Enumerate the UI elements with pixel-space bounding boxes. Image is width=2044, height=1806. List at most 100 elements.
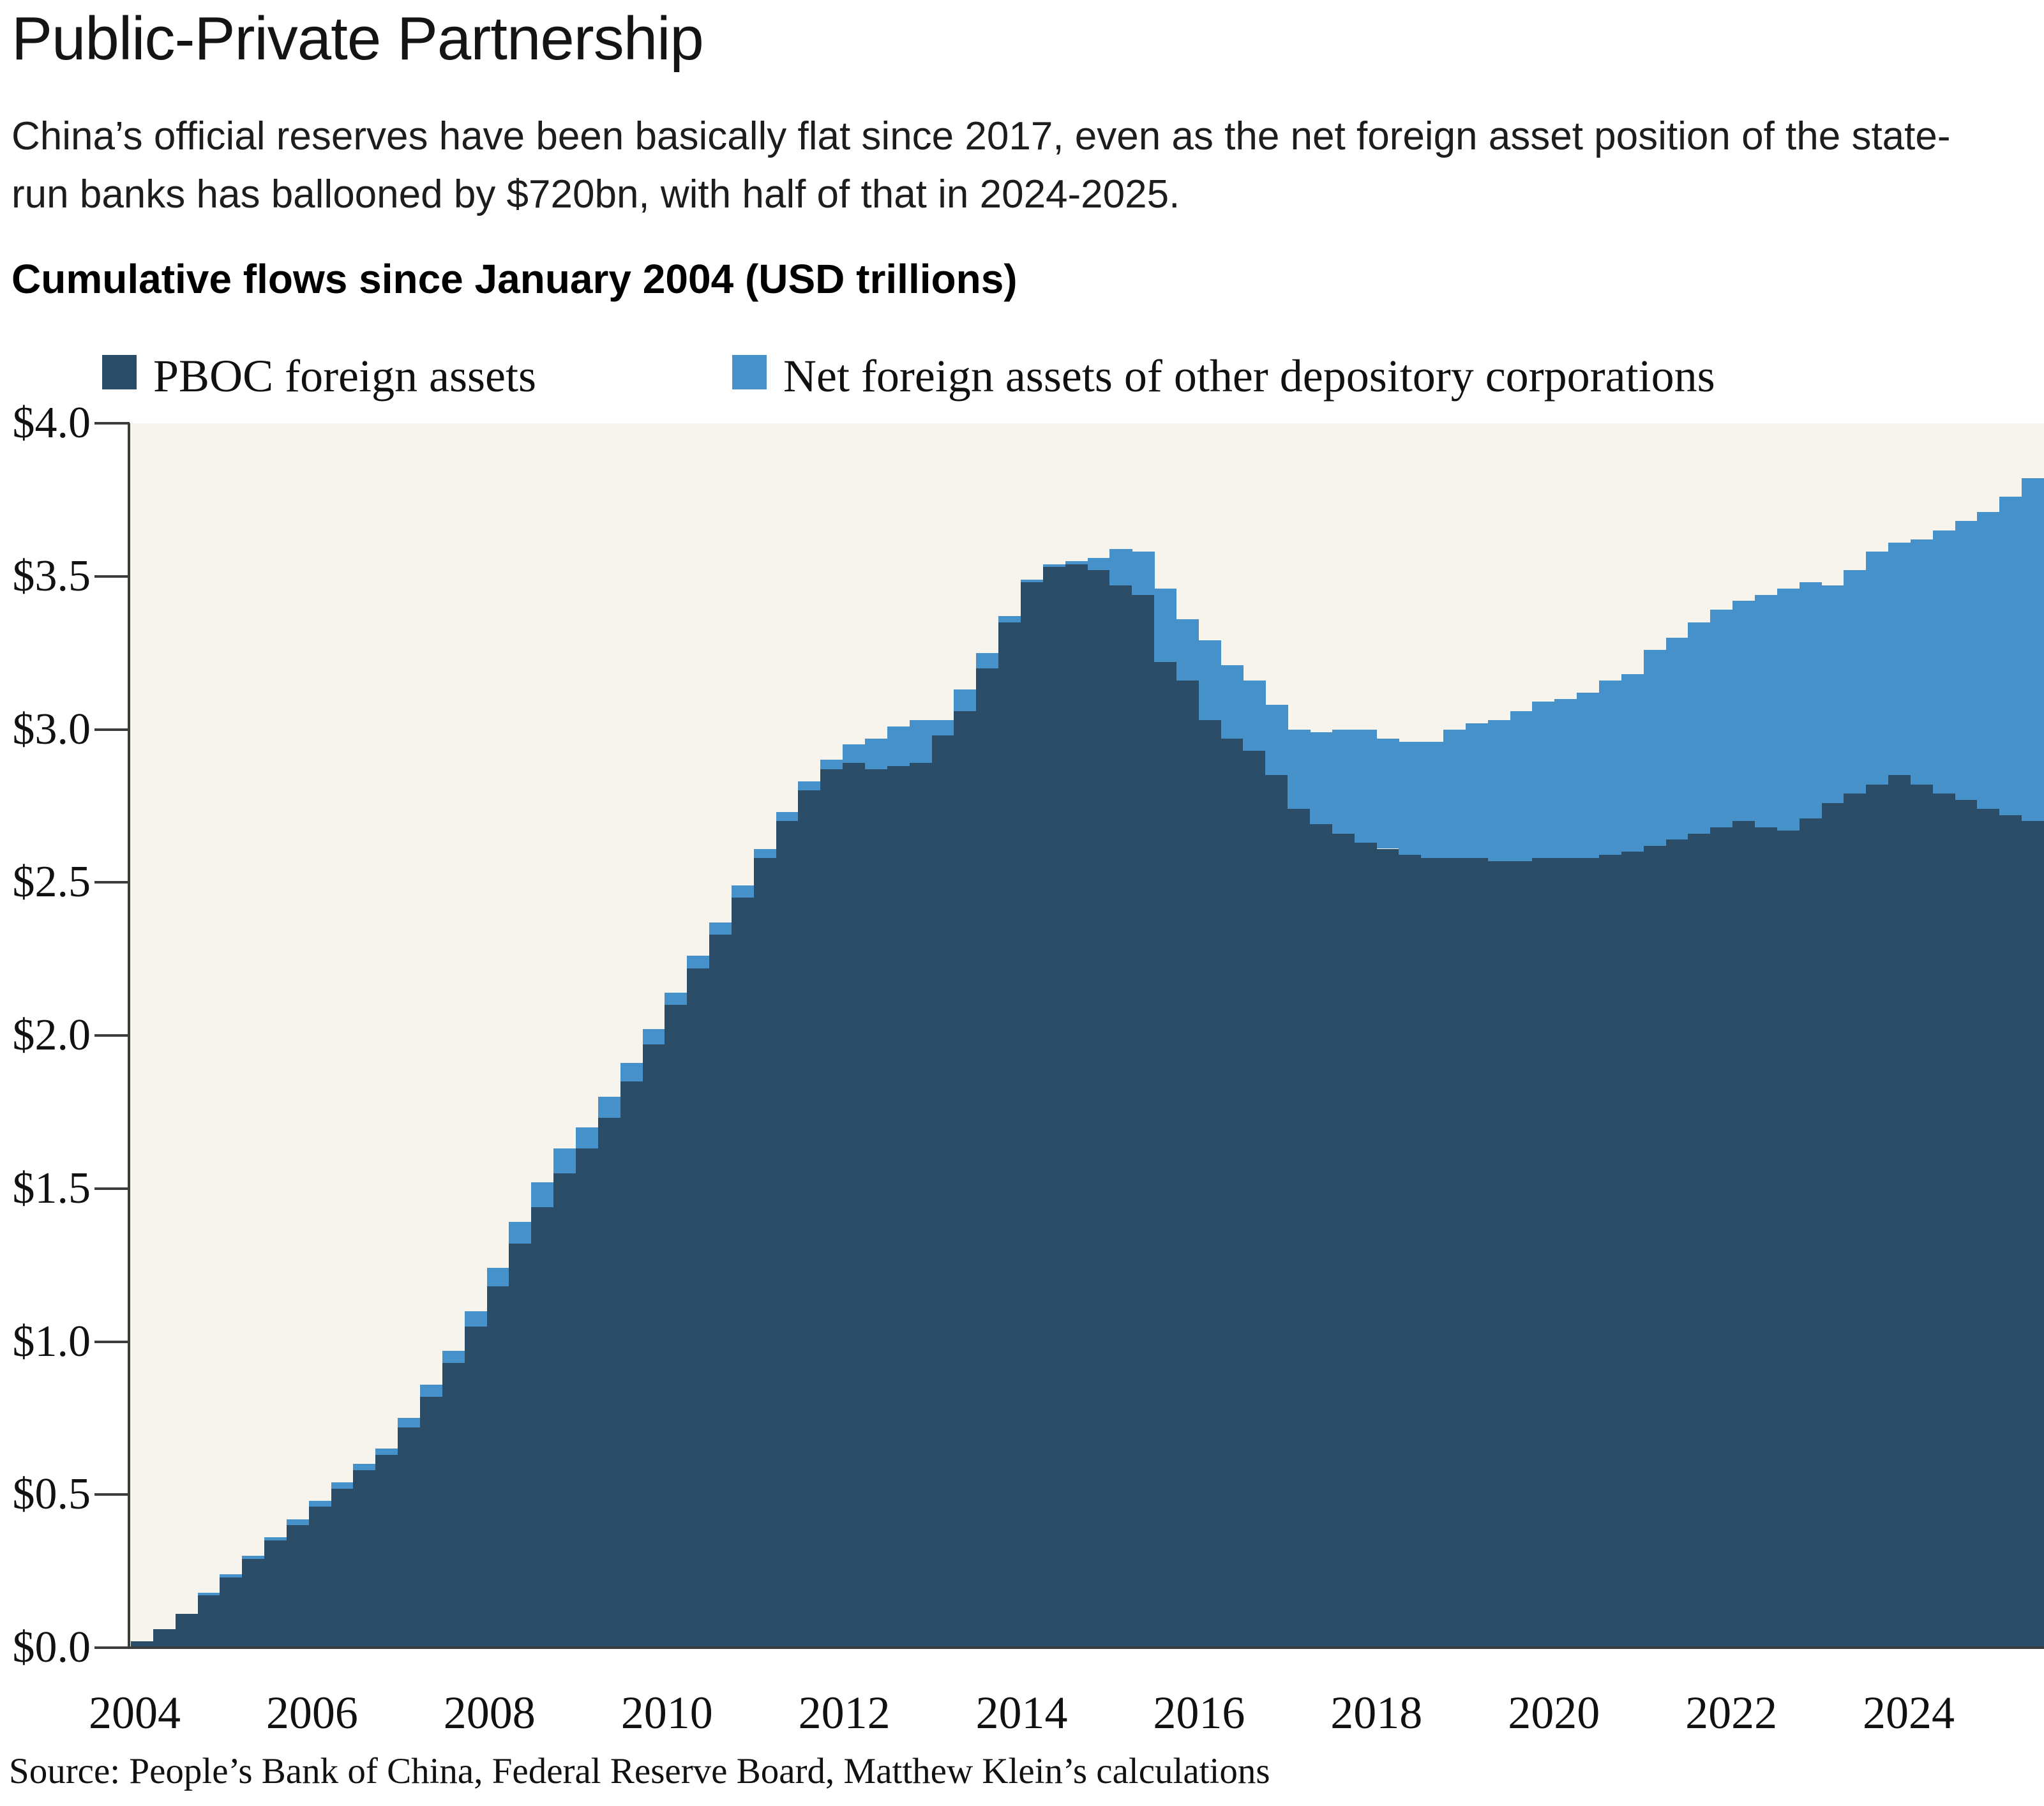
source-note: Source: People’s Bank of China, Federal …	[9, 1751, 1270, 1791]
bar-odc	[1065, 561, 1088, 564]
x-tick-label: 2014	[975, 1687, 1068, 1738]
bar-pboc	[1777, 830, 1800, 1648]
y-tick-label: $0.0	[12, 1623, 91, 1672]
bar-pboc	[998, 622, 1021, 1648]
x-axis-line	[94, 1646, 2044, 1649]
bar-pboc	[153, 1629, 176, 1648]
bar-pboc	[375, 1454, 398, 1648]
bar-odc	[1710, 610, 1733, 827]
x-tick-label: 2022	[1685, 1687, 1778, 1738]
bar-pboc	[1844, 794, 1867, 1648]
bar-pboc	[1688, 833, 1711, 1648]
bar-pboc	[1510, 861, 1533, 1648]
bar-odc	[1532, 702, 1555, 858]
bar-pboc	[798, 790, 821, 1648]
bar-pboc	[1087, 570, 1110, 1648]
bar-pboc	[1799, 818, 1822, 1648]
bar-pboc	[242, 1558, 265, 1648]
bar-odc	[909, 720, 933, 764]
bar-odc	[1621, 674, 1644, 852]
x-tick-label: 2010	[620, 1687, 713, 1738]
bar-odc	[1932, 530, 1956, 794]
bar-odc	[1087, 557, 1110, 571]
bar-odc	[1665, 637, 1688, 840]
bar-odc	[220, 1574, 243, 1577]
bar-odc	[1154, 588, 1177, 662]
bar-odc	[976, 652, 999, 668]
bar-pboc	[1910, 784, 1934, 1648]
bar-pboc	[509, 1244, 532, 1648]
bar-odc	[1354, 729, 1378, 843]
bar-odc	[1487, 720, 1511, 861]
bar-odc	[931, 720, 954, 736]
y-tick-label: $1.0	[12, 1316, 91, 1366]
bar-odc	[665, 992, 688, 1005]
bar-pboc	[1577, 857, 1600, 1648]
page-title: Public-Private Partnership	[11, 4, 704, 73]
bar-odc	[642, 1029, 665, 1045]
bar-pboc	[1243, 751, 1266, 1648]
bar-pboc	[1354, 842, 1378, 1648]
bar-pboc	[909, 763, 933, 1648]
y-tick-mark	[94, 1187, 130, 1190]
bar-odc	[1754, 594, 1778, 827]
bar-pboc	[1309, 824, 1333, 1648]
bar-pboc	[1977, 809, 2000, 1648]
bar-pboc	[1020, 582, 1044, 1648]
bar-pboc	[264, 1540, 287, 1648]
bar-odc	[1421, 741, 1444, 858]
bar-odc	[242, 1556, 265, 1559]
bar-odc	[1955, 521, 1978, 800]
bar-odc	[1399, 741, 1422, 855]
bar-odc	[753, 848, 777, 858]
bar-pboc	[131, 1641, 154, 1648]
bar-pboc	[931, 735, 954, 1648]
bar-pboc	[286, 1525, 310, 1648]
x-tick-label: 2006	[266, 1687, 358, 1738]
bar-odc	[1109, 548, 1132, 586]
bar-odc	[843, 744, 866, 764]
bar-pboc	[843, 763, 866, 1648]
axis-units-heading: Cumulative flows since January 2004 (USD…	[11, 256, 1018, 302]
bar-pboc	[1376, 848, 1399, 1648]
bar-pboc	[531, 1207, 554, 1648]
bar-odc	[197, 1592, 220, 1596]
bar-pboc	[1421, 857, 1444, 1648]
bar-pboc	[1665, 839, 1688, 1648]
bar-pboc	[2022, 821, 2044, 1648]
bar-pboc	[1888, 775, 1911, 1648]
bar-odc	[1910, 539, 1934, 785]
bar-pboc	[1999, 815, 2022, 1648]
bar-pboc	[1443, 857, 1466, 1648]
bar-pboc	[1754, 827, 1778, 1648]
bar-pboc	[1065, 564, 1088, 1648]
bar-pboc	[620, 1081, 643, 1648]
bar-odc	[531, 1182, 554, 1207]
bar-odc	[1288, 729, 1311, 809]
x-tick-label: 2018	[1330, 1687, 1423, 1738]
bar-odc	[1599, 680, 1622, 855]
bar-odc	[731, 885, 755, 898]
bar-pboc	[1532, 857, 1555, 1648]
bar-odc	[575, 1127, 599, 1149]
bar-odc	[1799, 582, 1822, 818]
bar-odc	[1688, 622, 1711, 834]
legend-label-pboc: PBOC foreign assets	[153, 350, 536, 402]
bar-pboc	[954, 711, 977, 1648]
bar-odc	[954, 689, 977, 711]
bar-odc	[865, 738, 888, 769]
y-tick-mark	[94, 575, 130, 578]
bar-pboc	[1154, 662, 1177, 1648]
x-tick-label: 2012	[798, 1687, 890, 1738]
bar-odc	[776, 811, 799, 822]
x-tick-label: 2024	[1863, 1687, 1955, 1738]
bar-pboc	[1732, 821, 1755, 1648]
x-tick-label: 2004	[89, 1687, 181, 1738]
y-tick-mark	[94, 1340, 130, 1343]
x-tick-label: 2016	[1153, 1687, 1245, 1738]
x-tick-label: 2008	[443, 1687, 536, 1738]
bar-odc	[1577, 692, 1600, 858]
bar-pboc	[420, 1396, 443, 1648]
bar-pboc	[353, 1470, 376, 1648]
